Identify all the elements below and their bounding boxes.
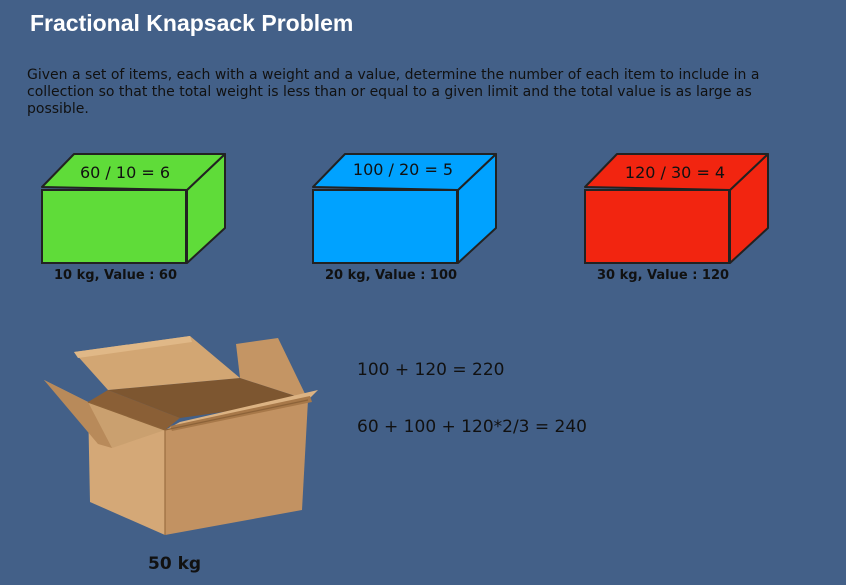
cardboard-box-icon <box>44 336 318 535</box>
item-3-caption: 30 kg, Value : 120 <box>597 268 730 283</box>
item-box-2: 100 / 20 = 5 20 kg, Value : 100 <box>311 150 511 290</box>
item-box-2-icon: 100 / 20 = 5 <box>312 153 497 264</box>
problem-description: Given a set of items, each with a weight… <box>27 67 760 117</box>
page-title: Fractional Knapsack Problem <box>30 10 354 36</box>
equation-1: 100 + 120 = 220 <box>357 360 505 380</box>
item-1-caption: 10 kg, Value : 60 <box>54 268 178 283</box>
item-3-ratio-label: 120 / 30 = 4 <box>625 163 725 182</box>
item-2-caption: 20 kg, Value : 100 <box>325 268 458 283</box>
knapsack-capacity-label: 50 kg <box>148 554 202 574</box>
item-1-ratio-label: 60 / 10 = 6 <box>80 163 170 182</box>
item-box-3-icon: 120 / 30 = 4 <box>584 153 769 264</box>
item-box-3: 120 / 30 = 4 30 kg, Value : 120 <box>583 150 783 290</box>
item-box-1: 60 / 10 = 6 10 kg, Value : 60 <box>40 150 240 290</box>
equation-2: 60 + 100 + 120*2/3 = 240 <box>357 417 587 437</box>
item-2-ratio-label: 100 / 20 = 5 <box>353 160 453 179</box>
item-box-1-icon: 60 / 10 = 6 <box>41 153 226 264</box>
